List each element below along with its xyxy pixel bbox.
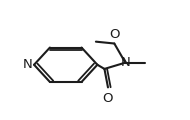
Text: N: N — [22, 58, 32, 71]
Text: O: O — [110, 28, 120, 42]
Text: N: N — [120, 56, 130, 69]
Text: O: O — [103, 93, 113, 105]
